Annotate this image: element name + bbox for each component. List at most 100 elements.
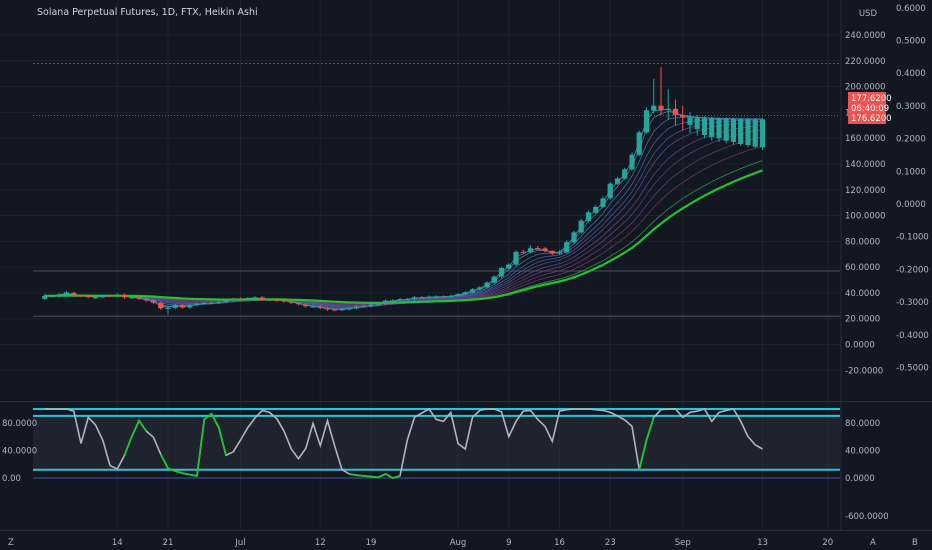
candle-body bbox=[179, 305, 186, 308]
y-tick-left: 80.0000 bbox=[845, 237, 880, 247]
candles bbox=[42, 67, 766, 315]
candle-body bbox=[448, 296, 454, 297]
candle-body bbox=[208, 302, 215, 304]
candle-body bbox=[158, 302, 164, 309]
x-tick: Jul bbox=[234, 538, 245, 548]
osc-tick-right: 0.0000 bbox=[845, 474, 875, 484]
x-tick: 23 bbox=[605, 538, 616, 548]
candle-body bbox=[317, 306, 323, 308]
candle-body bbox=[723, 118, 729, 141]
candle-body bbox=[194, 303, 200, 306]
candle-body bbox=[549, 250, 555, 254]
candle-body bbox=[600, 198, 606, 207]
candle-body bbox=[607, 183, 613, 199]
candle-body bbox=[404, 299, 410, 301]
y-tick-left: 200.0000 bbox=[845, 83, 886, 93]
y-tick-right: 0.4000 bbox=[896, 69, 926, 79]
candle-body bbox=[527, 248, 534, 253]
candle-body bbox=[172, 305, 178, 308]
candle-body bbox=[498, 268, 505, 277]
candle-body bbox=[223, 300, 229, 302]
candle-body bbox=[274, 300, 280, 301]
candle-body bbox=[564, 242, 570, 253]
candle-body bbox=[738, 119, 744, 144]
candle-body bbox=[63, 292, 70, 296]
ribbon-line bbox=[44, 117, 763, 309]
candle-body bbox=[469, 289, 476, 293]
x-tick: 20 bbox=[822, 538, 833, 548]
candle-body bbox=[346, 308, 352, 310]
candle-body bbox=[368, 304, 374, 306]
candle-body bbox=[614, 178, 621, 184]
x-tick: 14 bbox=[112, 538, 123, 548]
candle-body bbox=[665, 108, 671, 110]
y-tick-left: 120.0000 bbox=[845, 186, 886, 196]
candle-body bbox=[535, 248, 541, 249]
candle-body bbox=[324, 307, 331, 310]
bottom-left-letter[interactable]: Z bbox=[8, 538, 14, 548]
oscillator-oversold-segment bbox=[123, 418, 148, 456]
candle-body bbox=[216, 301, 222, 303]
candle-body bbox=[230, 298, 236, 301]
candle-body bbox=[121, 294, 128, 298]
y-tick-right: -0.1000 bbox=[896, 233, 929, 243]
candle-body bbox=[382, 300, 389, 304]
y-tick-left: 100.0000 bbox=[845, 212, 886, 222]
candle-body bbox=[672, 108, 679, 116]
candle-body bbox=[419, 297, 425, 299]
osc-tick-left: 80.0000 bbox=[2, 419, 37, 429]
currency-label[interactable]: USD bbox=[859, 9, 878, 19]
candle-body bbox=[237, 298, 244, 300]
candle-body bbox=[745, 119, 751, 145]
candle-body bbox=[252, 297, 258, 299]
candle-body bbox=[114, 294, 120, 296]
candle-body bbox=[150, 300, 157, 303]
candle-body bbox=[281, 300, 287, 302]
bottom-right-letter-a[interactable]: A bbox=[870, 538, 876, 548]
y-tick-left: 40.0000 bbox=[845, 289, 880, 299]
candle-body bbox=[680, 115, 686, 117]
candle-body bbox=[85, 296, 91, 298]
y-tick-left: 240.0000 bbox=[845, 31, 886, 41]
y-tick-right: -0.5000 bbox=[896, 364, 929, 374]
candle-body bbox=[701, 118, 708, 135]
y-tick-right: -0.4000 bbox=[896, 331, 929, 341]
candle-body bbox=[259, 297, 265, 300]
oscillator-oversold-segment bbox=[160, 412, 227, 477]
price-badge: 177.6200 06:40:09 176.6200 bbox=[848, 92, 892, 124]
x-tick: Sep bbox=[675, 538, 691, 548]
candle-body bbox=[694, 117, 700, 130]
oscillator-oversold-segment bbox=[638, 417, 655, 470]
candle-body bbox=[716, 118, 722, 139]
candle-body bbox=[491, 276, 497, 283]
y-tick-right: 0.1000 bbox=[896, 167, 926, 177]
candle-body bbox=[397, 299, 403, 301]
price-badge-high: 177.6200 bbox=[851, 94, 892, 104]
candle-body bbox=[78, 295, 84, 297]
bottom-right-letter-b[interactable]: B bbox=[912, 538, 918, 548]
candle-body bbox=[266, 299, 273, 301]
candle-body bbox=[752, 119, 758, 147]
candle-body bbox=[506, 264, 512, 269]
candle-body bbox=[187, 305, 193, 308]
osc-tick-right: 80.0000 bbox=[845, 419, 880, 429]
candle-body bbox=[520, 251, 526, 253]
x-tick: 21 bbox=[163, 538, 174, 548]
candle-body bbox=[100, 296, 106, 298]
candle-body bbox=[593, 206, 599, 213]
y-tick-right: -0.3000 bbox=[896, 298, 929, 308]
chart-title: Solana Perpetual Futures, 1D, FTX, Heiki… bbox=[37, 7, 258, 18]
y-tick-right: 0.2000 bbox=[896, 135, 926, 145]
candle-body bbox=[411, 297, 418, 300]
x-tick: 16 bbox=[554, 538, 565, 548]
x-tick: 9 bbox=[506, 538, 511, 548]
candle-body bbox=[651, 105, 657, 111]
y-tick-left: 0.0000 bbox=[845, 341, 875, 351]
candle-body bbox=[71, 292, 77, 296]
candle-body bbox=[129, 297, 135, 299]
y-tick-right: 0.0000 bbox=[896, 200, 926, 210]
candle-body bbox=[658, 105, 664, 110]
x-tick: 12 bbox=[315, 538, 326, 548]
oscillator-oversold-segment bbox=[349, 472, 401, 479]
